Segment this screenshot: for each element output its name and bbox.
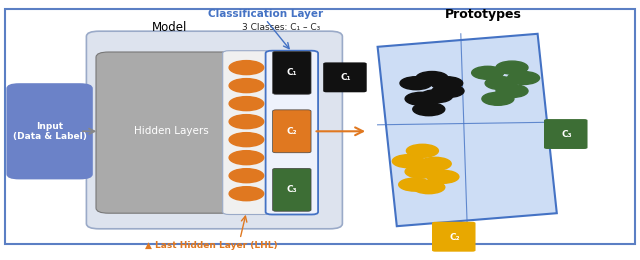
Circle shape (229, 151, 264, 165)
Text: C₃: C₃ (561, 130, 572, 139)
Circle shape (229, 133, 264, 147)
Circle shape (420, 90, 452, 103)
Circle shape (229, 187, 264, 201)
Circle shape (496, 61, 528, 74)
Circle shape (482, 92, 514, 105)
Polygon shape (378, 34, 557, 226)
Circle shape (416, 72, 448, 84)
Text: C₃: C₃ (287, 185, 297, 194)
Text: 3 Classes: C₁ – C₃: 3 Classes: C₁ – C₃ (242, 23, 320, 32)
FancyBboxPatch shape (96, 52, 246, 213)
Text: Prototypes: Prototypes (445, 8, 522, 21)
Text: ▲ Last Hidden Layer (LHL): ▲ Last Hidden Layer (LHL) (145, 241, 278, 250)
Circle shape (229, 115, 264, 129)
FancyBboxPatch shape (6, 83, 93, 179)
Circle shape (405, 165, 437, 178)
FancyBboxPatch shape (5, 9, 635, 244)
Circle shape (229, 79, 264, 93)
Text: Model: Model (152, 21, 188, 34)
Circle shape (406, 144, 438, 157)
FancyBboxPatch shape (323, 62, 367, 92)
FancyBboxPatch shape (273, 110, 311, 153)
FancyBboxPatch shape (223, 51, 270, 214)
Circle shape (431, 77, 463, 90)
Text: Hidden Layers: Hidden Layers (134, 126, 209, 136)
Text: C₁: C₁ (340, 73, 351, 82)
FancyBboxPatch shape (273, 51, 311, 94)
Circle shape (432, 84, 464, 98)
Text: C₂: C₂ (287, 127, 297, 136)
Circle shape (485, 77, 517, 90)
Text: C₁: C₁ (287, 68, 297, 77)
FancyBboxPatch shape (432, 222, 476, 252)
Circle shape (229, 61, 264, 75)
Circle shape (229, 97, 264, 111)
Circle shape (400, 77, 432, 90)
FancyBboxPatch shape (273, 168, 311, 211)
Text: C₂: C₂ (449, 233, 460, 242)
FancyBboxPatch shape (86, 31, 342, 229)
Text: Input
(Data & Label): Input (Data & Label) (13, 122, 86, 141)
Text: Classification Layer: Classification Layer (208, 9, 323, 19)
Circle shape (472, 66, 504, 79)
Circle shape (427, 170, 459, 183)
FancyBboxPatch shape (266, 51, 318, 214)
Circle shape (405, 92, 437, 105)
FancyBboxPatch shape (544, 119, 588, 149)
Circle shape (496, 84, 528, 98)
Circle shape (399, 178, 431, 191)
Circle shape (413, 103, 445, 116)
Circle shape (508, 72, 540, 84)
Circle shape (392, 155, 424, 168)
Circle shape (229, 169, 264, 183)
Circle shape (413, 181, 445, 194)
Circle shape (419, 157, 451, 170)
